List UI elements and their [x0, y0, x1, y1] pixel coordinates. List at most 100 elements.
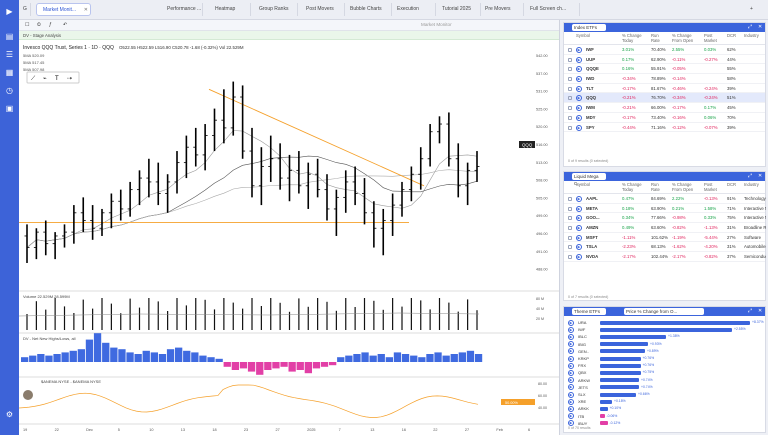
play-icon[interactable]: ▶	[576, 66, 582, 73]
bar-row[interactable]: ▶ IWF +2.55%	[564, 326, 767, 333]
play-icon[interactable]: ▶	[568, 369, 574, 376]
play-icon[interactable]: ▶	[568, 319, 574, 326]
bar-row[interactable]: ▶ SLX +0.66%	[564, 391, 767, 398]
bar-row[interactable]: ▶ QBX +0.75%	[564, 369, 767, 376]
watchlist-select[interactable]: Liquid Mega C...	[572, 173, 606, 186]
table-row[interactable]: ▶ GOO... 0.34% 77.66% -0.98% 0.33% 75% Interact…	[564, 213, 766, 224]
bar-row[interactable]: ▶ XRE +0.18%	[564, 398, 767, 405]
play-icon[interactable]: ▶	[576, 114, 582, 121]
play-icon[interactable]: ▶	[568, 333, 574, 340]
maximize-icon[interactable]: ⤢	[748, 24, 753, 30]
table-row[interactable]: ▶ TSLA -2.23% 68.13% -1.62% -4.20% 31% Automobi…	[564, 242, 766, 253]
col-change-today[interactable]: % Change Today	[622, 182, 642, 192]
play-icon[interactable]: ▶	[576, 234, 582, 241]
play-icon[interactable]: ▶	[576, 215, 582, 222]
alerts-nav-icon[interactable]: ◷	[6, 86, 13, 95]
play-icon[interactable]: ▶	[576, 205, 582, 212]
play-icon[interactable]: ▶	[576, 124, 582, 131]
col-change-open[interactable]: % Change From Open	[672, 182, 694, 192]
col-symbol[interactable]: Symbol	[576, 33, 590, 38]
bar-row[interactable]: ▶ URA +8.37%	[564, 319, 767, 326]
col-change-open[interactable]: % Change From Open	[672, 33, 694, 43]
row-checkbox[interactable]	[568, 216, 572, 221]
watchlist-select[interactable]: Theme ETFs	[572, 308, 606, 315]
row-checkbox[interactable]	[568, 206, 572, 211]
toolbar-indicators-icon[interactable]: ƒ	[49, 22, 52, 28]
close-panel-icon[interactable]: ✕	[758, 173, 763, 179]
col-change-today[interactable]: % Change Today	[622, 33, 642, 43]
row-checkbox[interactable]	[568, 106, 572, 111]
bar-row[interactable]: ▶ FRX +0.76%	[564, 362, 767, 369]
col-industry[interactable]: Industry	[744, 33, 759, 38]
play-icon[interactable]: ▶	[568, 326, 574, 333]
add-tab-button[interactable]: +	[750, 6, 753, 12]
row-checkbox[interactable]	[568, 115, 572, 120]
table-row[interactable]: ▶ SPY -0.44% 71.16% -0.12% -0.07% 39%	[564, 123, 765, 133]
col-dcr[interactable]: DCR	[727, 182, 737, 187]
col-industry[interactable]: Industry	[744, 182, 759, 187]
tab-pre-movers[interactable]: Pre Movers	[479, 3, 524, 16]
play-icon[interactable]: ▶	[568, 341, 574, 348]
text-tool-icon[interactable]: T	[55, 76, 59, 82]
bar-row[interactable]: ▶ ARKW +0.74%	[564, 377, 767, 384]
watchlist-nav-icon[interactable]: ☰	[5, 50, 14, 59]
table-row[interactable]: ▶ MSFT -1.11% 101.62% -1.19% -5.44% 27% Softwar…	[564, 233, 765, 243]
row-checkbox[interactable]	[568, 197, 572, 201]
col-post-market[interactable]: Post Market	[704, 182, 717, 192]
col-symbol[interactable]: Symbol	[576, 182, 590, 187]
col-run-rate[interactable]: Run Rate	[651, 182, 660, 192]
tab-tutorial[interactable]: Tutorial 2025	[436, 3, 481, 16]
bar-row[interactable]: ▶ KRKP +0.76%	[564, 355, 767, 362]
play-icon[interactable]: ▶	[568, 398, 574, 405]
bar-row[interactable]: ▶ IBIG +0.93%	[564, 341, 767, 348]
table-row[interactable]: ▶ META 0.18% 63.90% 0.21% 1.58% 71% Interactive…	[564, 204, 766, 214]
screener-nav-icon[interactable]: ▦	[5, 68, 14, 77]
close-panel-icon[interactable]: ✕	[758, 24, 763, 30]
layout-select[interactable]: Market Monitor	[421, 22, 452, 27]
logo-icon[interactable]: ▶	[6, 7, 13, 16]
toolbar-symbol-icon[interactable]: ☐	[25, 22, 30, 28]
play-icon[interactable]: ▶	[576, 196, 582, 202]
play-icon[interactable]: ▶	[576, 225, 582, 232]
play-icon[interactable]: ▶	[576, 105, 582, 112]
play-icon[interactable]: ▶	[576, 244, 582, 251]
play-icon[interactable]: ▶	[568, 384, 574, 391]
play-icon[interactable]: ▶	[576, 47, 582, 53]
play-icon[interactable]: ▶	[568, 348, 574, 355]
table-row[interactable]: ▶ IWD -0.34% 78.89% -0.14% 58%	[564, 74, 765, 84]
play-icon[interactable]: ▶	[576, 95, 582, 102]
play-icon[interactable]: ▶	[576, 76, 582, 83]
tab-post-movers[interactable]: Post Movers	[300, 3, 345, 16]
table-row[interactable]: ▶ MDY -0.17% 73.40% -0.16% 0.06% 70%	[564, 113, 765, 123]
toolbar-undo-icon[interactable]: ↶	[63, 22, 68, 28]
close-panel-icon[interactable]: ✕	[758, 308, 763, 314]
table-row[interactable]: ▶ AMZN 0.49% 63.60% -0.82% -1.13% 31% Broadline…	[564, 223, 766, 233]
chart-pane[interactable]: DV - Stage Analysis Invesco QQQ Trust, S…	[19, 31, 559, 435]
row-checkbox[interactable]	[568, 86, 572, 91]
tab-heatmap[interactable]: Heatmap	[209, 3, 251, 16]
table-row[interactable]: ▶ QQQ -0.21% 76.70% -0.34% -0.24% 51%	[564, 93, 765, 104]
col-run-rate[interactable]: Run Rate	[651, 33, 660, 43]
play-icon[interactable]: ▶	[576, 56, 582, 63]
play-icon[interactable]: ▶	[568, 405, 574, 412]
settings-nav-icon[interactable]: ⚙	[5, 410, 14, 419]
bar-row[interactable]: ▶ ITB -0.06%	[564, 413, 767, 420]
table-row[interactable]: ▶ NVDA -2.17% 102.44% -2.17% -0.82% 37% Semicon…	[564, 252, 766, 262]
table-row[interactable]: ▶ IWF 3.01% 70.40% 2.55% 0.03% 62%	[564, 45, 765, 55]
table-row[interactable]: ▶ UUP 0.17% 62.90% -0.11% -0.27% 44%	[564, 55, 765, 65]
play-icon[interactable]: ▶	[576, 85, 582, 92]
toolbar-interval-icon[interactable]: ⏲	[37, 22, 41, 28]
table-row[interactable]: ▶ QQQE 0.16% 55.91% -0.05% 55%	[564, 64, 765, 75]
maximize-icon[interactable]: ⤢	[748, 308, 753, 314]
bar-row[interactable]: ▶ IBUY -0.12%	[564, 420, 767, 427]
play-icon[interactable]: ▶	[568, 377, 574, 384]
bar-row[interactable]: ▶ JETS +0.74%	[564, 384, 767, 391]
col-post-market[interactable]: Post Market	[704, 33, 717, 43]
table-row[interactable]: ▶ AAPL 0.47% 84.69% 2.22% -0.13% 91% Technology…	[564, 194, 766, 204]
news-nav-icon[interactable]: ▣	[5, 104, 14, 113]
watchlist-select[interactable]: Index ETFs	[572, 24, 606, 31]
row-checkbox[interactable]	[568, 96, 572, 101]
metric-select[interactable]: Price % Change from O...	[624, 308, 704, 315]
row-checkbox[interactable]	[568, 255, 572, 260]
avatar[interactable]	[23, 390, 33, 400]
